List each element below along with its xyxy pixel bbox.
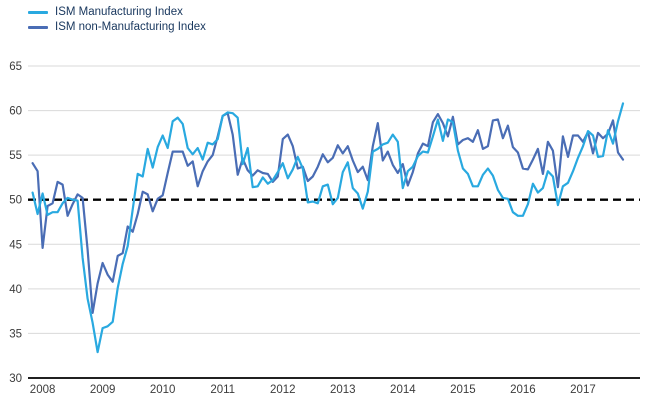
manufacturing-line-swatch [28,10,48,14]
x-tick-label-2016: 2016 [510,384,536,396]
x-tick-label-2008: 2008 [30,384,56,396]
x-tick-label-2013: 2013 [330,384,356,396]
y-tick-label-65: 65 [9,61,22,73]
x-tick-label-2010: 2010 [150,384,176,396]
x-tick-label-2011: 2011 [210,384,235,396]
y-tick-label-45: 45 [9,239,22,251]
manufacturing-line [31,102,625,354]
y-tick-label-55: 55 [9,150,22,162]
x-tick-label-2009: 2009 [90,384,116,396]
legend-label-manufacturing: ISM Manufacturing Index [55,6,183,18]
legend-item-manufacturing: ISM Manufacturing Index [28,6,206,18]
x-tick-label-2015: 2015 [450,384,476,396]
legend-item-non-manufacturing: ISM non-Manufacturing Index [28,21,206,33]
x-tick-label-2012: 2012 [270,384,296,396]
y-tick-label-60: 60 [9,106,22,118]
y-tick-label-50: 50 [9,195,22,207]
x-tick-label-2017: 2017 [570,384,596,396]
y-tick-label-30: 30 [9,373,22,385]
legend-label-non-manufacturing: ISM non-Manufacturing Index [55,21,206,33]
y-tick-label-35: 35 [9,328,22,340]
non-manufacturing-line [31,112,625,314]
chart-legend: ISM Manufacturing Index ISM non-Manufact… [28,6,206,33]
x-tick-label-2014: 2014 [390,384,416,396]
y-tick-label-40: 40 [9,284,22,296]
non-manufacturing-line-swatch [28,25,48,29]
